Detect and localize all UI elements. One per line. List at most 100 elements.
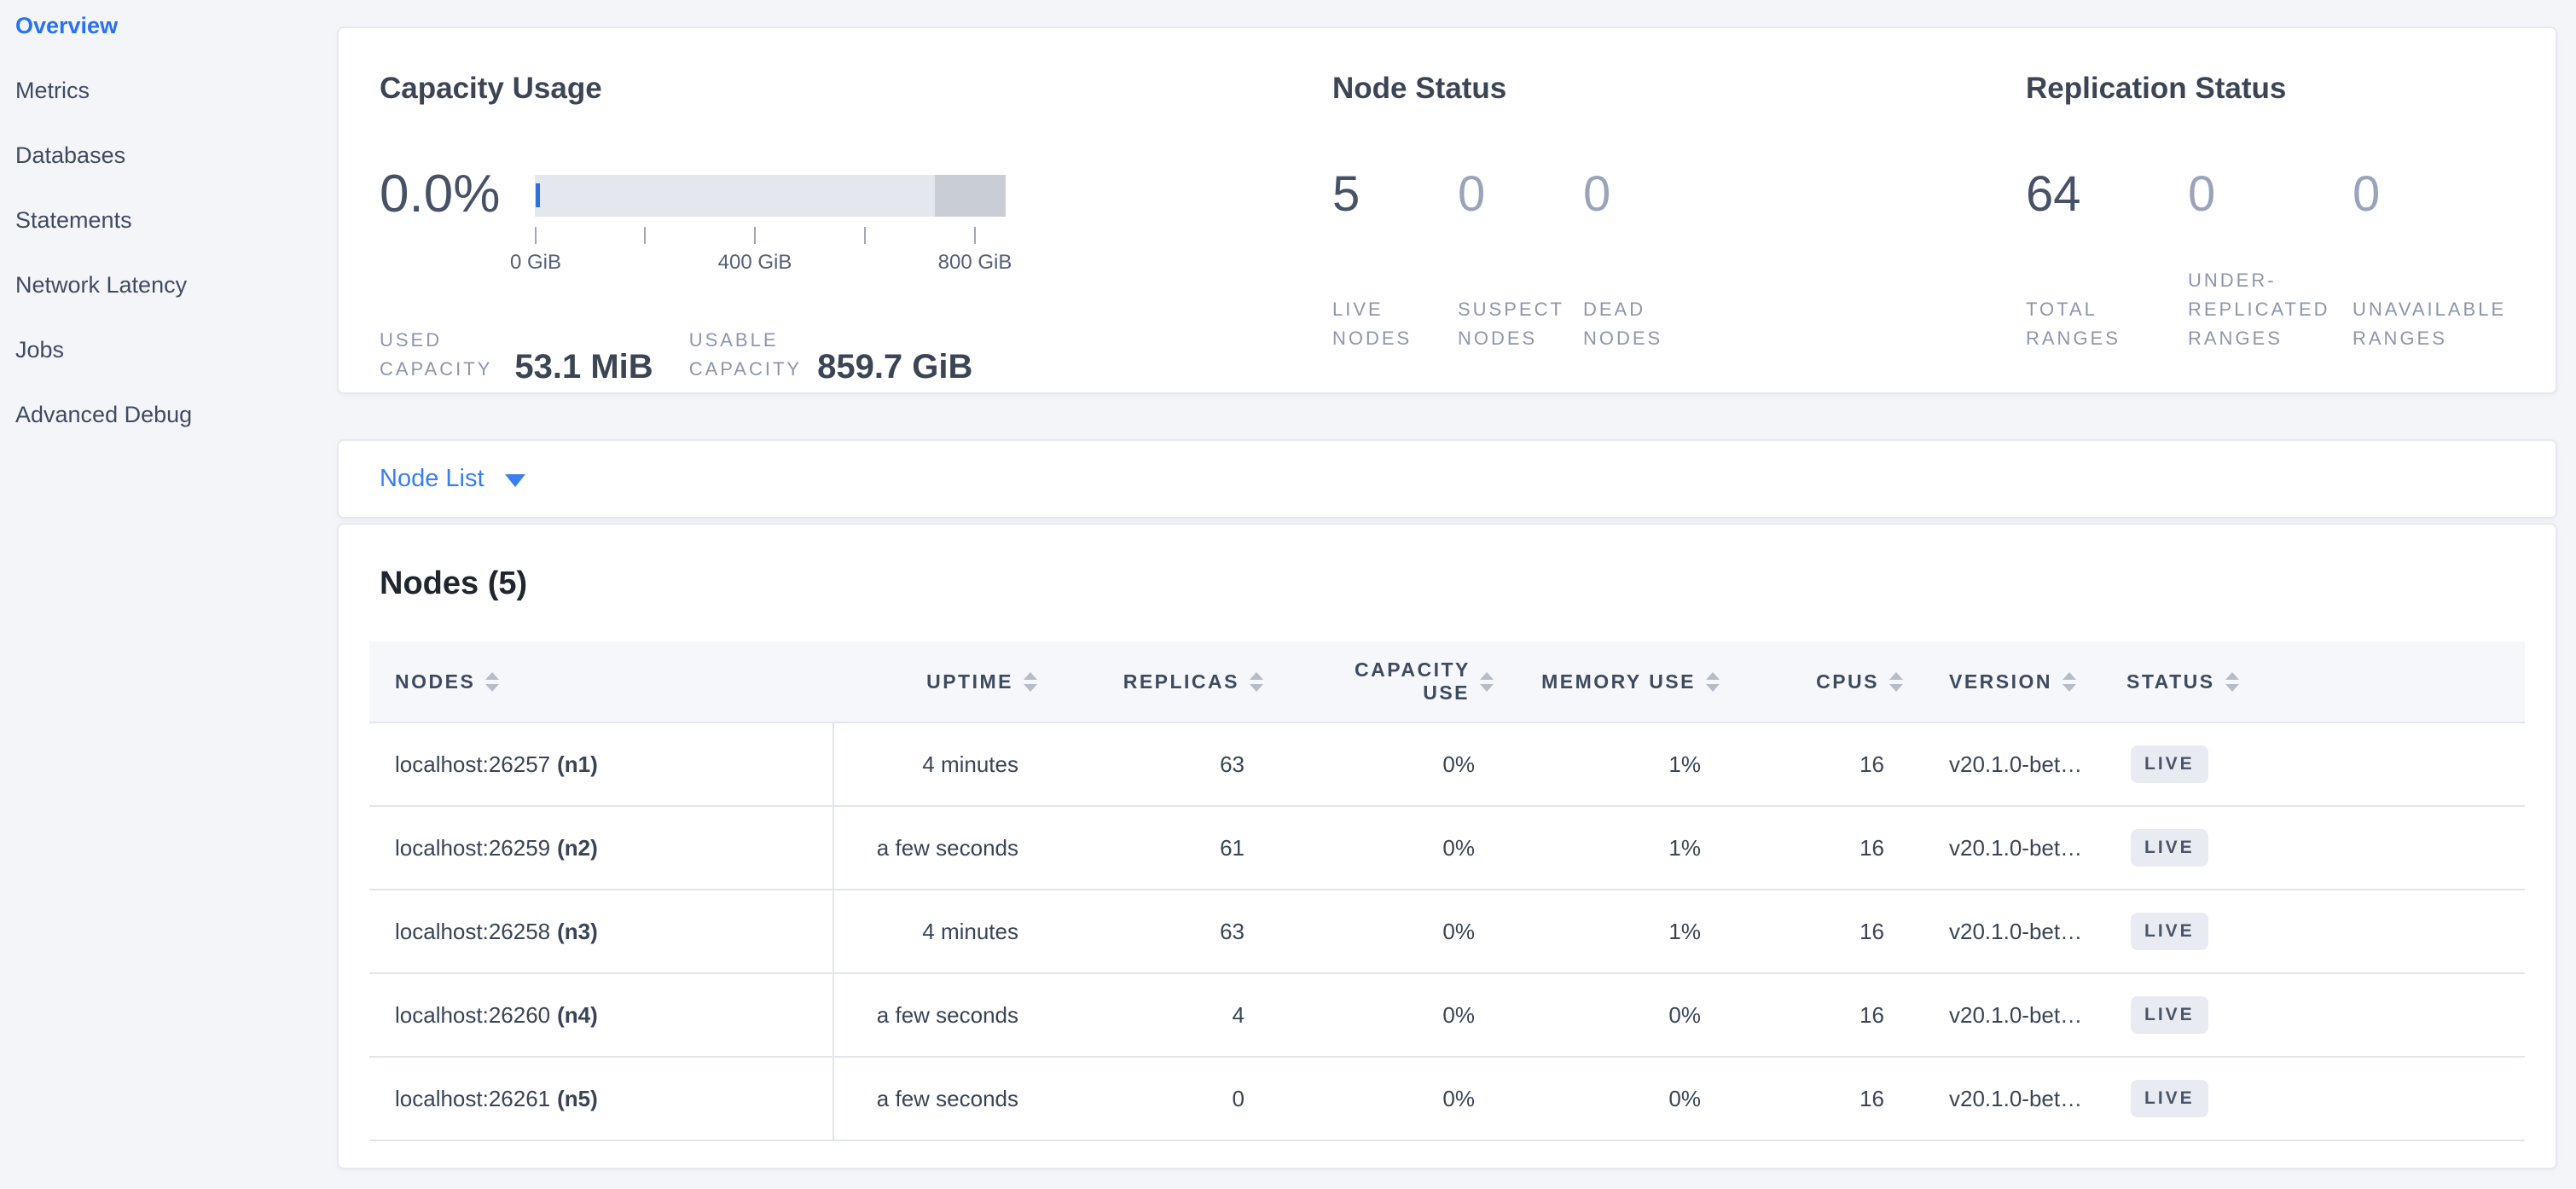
cpus-cell: 16 [1859, 1085, 1884, 1111]
replication-status-section: Replication Status 64 TOTAL RANGES 0 UND… [2026, 71, 2538, 353]
total-ranges-stat: 64 TOTAL RANGES [2026, 170, 2188, 353]
capacity-use-cell: 0% [1442, 918, 1475, 944]
replicas-cell: 61 [1220, 834, 1244, 861]
axis-label-400: 400 GiB [717, 251, 792, 274]
status-badge: LIVE [2131, 745, 2208, 783]
column-header-status[interactable]: Status [2084, 641, 2280, 722]
sidebar-item-advanced-debug[interactable]: Advanced Debug [15, 402, 193, 427]
table-row: localhost:26259 (n2) a few seconds 61 0% … [369, 807, 2525, 890]
status-cell: LIVE [2084, 807, 2280, 889]
usable-capacity-label: USABLE CAPACITY [688, 329, 803, 380]
cpus-cell: 16 [1859, 751, 1884, 777]
table-row: localhost:26258 (n3) 4 minutes 63 0% 1% 1… [369, 890, 2525, 974]
under-replicated-ranges-value: 0 [2188, 166, 2216, 222]
column-header-cpus[interactable]: CPUs [1730, 641, 1913, 722]
version-cell: v20.1.0-bet… [1949, 751, 2083, 777]
axis-tick [754, 227, 756, 244]
axis-label-0: 0 GiB [509, 251, 562, 274]
column-header-nodes[interactable]: Nodes [369, 641, 834, 722]
uptime-cell: a few seconds [876, 834, 1018, 861]
node-name-link[interactable]: localhost:26259 (n2) [369, 807, 834, 889]
capacity-stats: USED CAPACITY 53.1 MiB USABLE CAPACITY 8… [380, 326, 1028, 384]
capacity-bar-used-marker [536, 183, 540, 207]
memory-use-cell: 1% [1668, 918, 1701, 944]
live-nodes-label: LIVE NODES [1332, 299, 1413, 349]
column-header-version[interactable]: Version [1913, 641, 2084, 722]
version-cell: v20.1.0-bet… [1949, 834, 2083, 861]
chevron-down-icon[interactable] [504, 474, 525, 487]
cpus-cell: 16 [1859, 1001, 1884, 1028]
suspect-nodes-label: SUSPECT NODES [1458, 299, 1564, 349]
dead-nodes-value: 0 [1583, 166, 1611, 222]
node-status-section: Node Status 5 LIVE NODES 0 SUSPECT NODE [1332, 71, 1947, 353]
capacity-bar-dark-segment [935, 175, 1006, 217]
sort-icon [1024, 671, 1037, 692]
table-row: localhost:26261 (n5) a few seconds 0 0% 0… [369, 1058, 2525, 1141]
axis-tick [974, 227, 976, 244]
usable-capacity-value: 859.7 GiB [817, 348, 973, 386]
uptime-cell: 4 minutes [922, 918, 1018, 944]
main-content: Capacity Usage 0.0% [337, 0, 2576, 1189]
sort-icon [1706, 671, 1720, 692]
sidebar-item-metrics[interactable]: Metrics [15, 78, 90, 103]
capacity-usage-title: Capacity Usage [380, 72, 602, 105]
cpus-cell: 16 [1859, 834, 1884, 861]
cluster-summary-card: Capacity Usage 0.0% [337, 26, 2557, 394]
node-name-link[interactable]: localhost:26257 (n1) [369, 723, 834, 805]
replicas-cell: 0 [1232, 1085, 1244, 1111]
sidebar-item-databases[interactable]: Databases [15, 142, 126, 168]
suspect-nodes-stat: 0 SUSPECT NODES [1458, 170, 1583, 353]
table-header-row: Nodes Uptime Replicas Capacity Use [369, 641, 2525, 723]
under-replicated-ranges-stat: 0 UNDER- REPLICATED RANGES [2188, 170, 2353, 353]
capacity-use-cell: 0% [1442, 1001, 1475, 1028]
node-name-link[interactable]: localhost:26258 (n3) [369, 890, 834, 972]
node-name-link[interactable]: localhost:26260 (n4) [369, 974, 834, 1056]
capacity-use-cell: 0% [1442, 751, 1475, 777]
column-header-memory-use[interactable]: Memory Use [1504, 641, 1730, 722]
node-list-dropdown[interactable]: Node List [380, 465, 484, 492]
filler-cell [2280, 890, 2525, 972]
replication-status-title: Replication Status [2026, 72, 2287, 105]
memory-use-cell: 0% [1668, 1001, 1701, 1028]
capacity-axis-labels: 0 GiB 400 GiB 800 GiB [510, 251, 1012, 276]
node-status-title: Node Status [1332, 72, 1507, 105]
status-cell: LIVE [2084, 890, 2280, 972]
status-cell: LIVE [2084, 723, 2280, 805]
total-ranges-value: 64 [2026, 166, 2081, 222]
column-header-replicas[interactable]: Replicas [1047, 641, 1273, 722]
used-capacity-label: USED CAPACITY [380, 329, 493, 380]
sidebar-item-network-latency[interactable]: Network Latency [15, 272, 188, 298]
nodes-card: Nodes (5) Nodes Uptime Replicas [337, 523, 2557, 1169]
version-cell: v20.1.0-bet… [1949, 1001, 2083, 1028]
capacity-axis-ticks [535, 227, 1006, 246]
sort-icon [2063, 671, 2077, 692]
capacity-usage-section: Capacity Usage 0.0% [380, 71, 1028, 384]
axis-tick [864, 227, 866, 244]
uptime-cell: 4 minutes [922, 751, 1018, 777]
unavailable-ranges-value: 0 [2353, 166, 2381, 222]
status-badge: LIVE [2131, 829, 2208, 867]
capacity-percent-value: 0.0% [380, 165, 501, 223]
status-badge: LIVE [2131, 913, 2208, 950]
sidebar-item-jobs[interactable]: Jobs [15, 337, 65, 362]
filler-cell [2280, 1058, 2525, 1140]
used-capacity-value: 53.1 MiB [514, 348, 653, 386]
live-nodes-value: 5 [1332, 166, 1361, 222]
sort-icon [1889, 671, 1903, 692]
version-cell: v20.1.0-bet… [1949, 1085, 2083, 1111]
sort-icon [1480, 671, 1494, 692]
node-name-link[interactable]: localhost:26261 (n5) [369, 1058, 834, 1140]
column-header-capacity-use[interactable]: Capacity Use [1273, 641, 1504, 722]
status-badge: LIVE [2131, 996, 2208, 1034]
sidebar-item-overview[interactable]: Overview [15, 13, 119, 38]
column-header-uptime[interactable]: Uptime [834, 641, 1047, 722]
memory-use-cell: 1% [1668, 834, 1701, 861]
column-header-filler [2280, 641, 2525, 722]
sidebar-item-statements[interactable]: Statements [15, 207, 132, 233]
suspect-nodes-value: 0 [1458, 166, 1486, 222]
replicas-cell: 4 [1232, 1001, 1244, 1028]
dead-nodes-label: DEAD NODES [1583, 299, 1663, 349]
table-row: localhost:26257 (n1) 4 minutes 63 0% 1% 1… [369, 723, 2525, 807]
version-cell: v20.1.0-bet… [1949, 918, 2083, 944]
